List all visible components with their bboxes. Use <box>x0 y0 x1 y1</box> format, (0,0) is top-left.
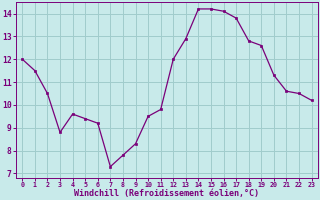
X-axis label: Windchill (Refroidissement éolien,°C): Windchill (Refroidissement éolien,°C) <box>75 189 260 198</box>
